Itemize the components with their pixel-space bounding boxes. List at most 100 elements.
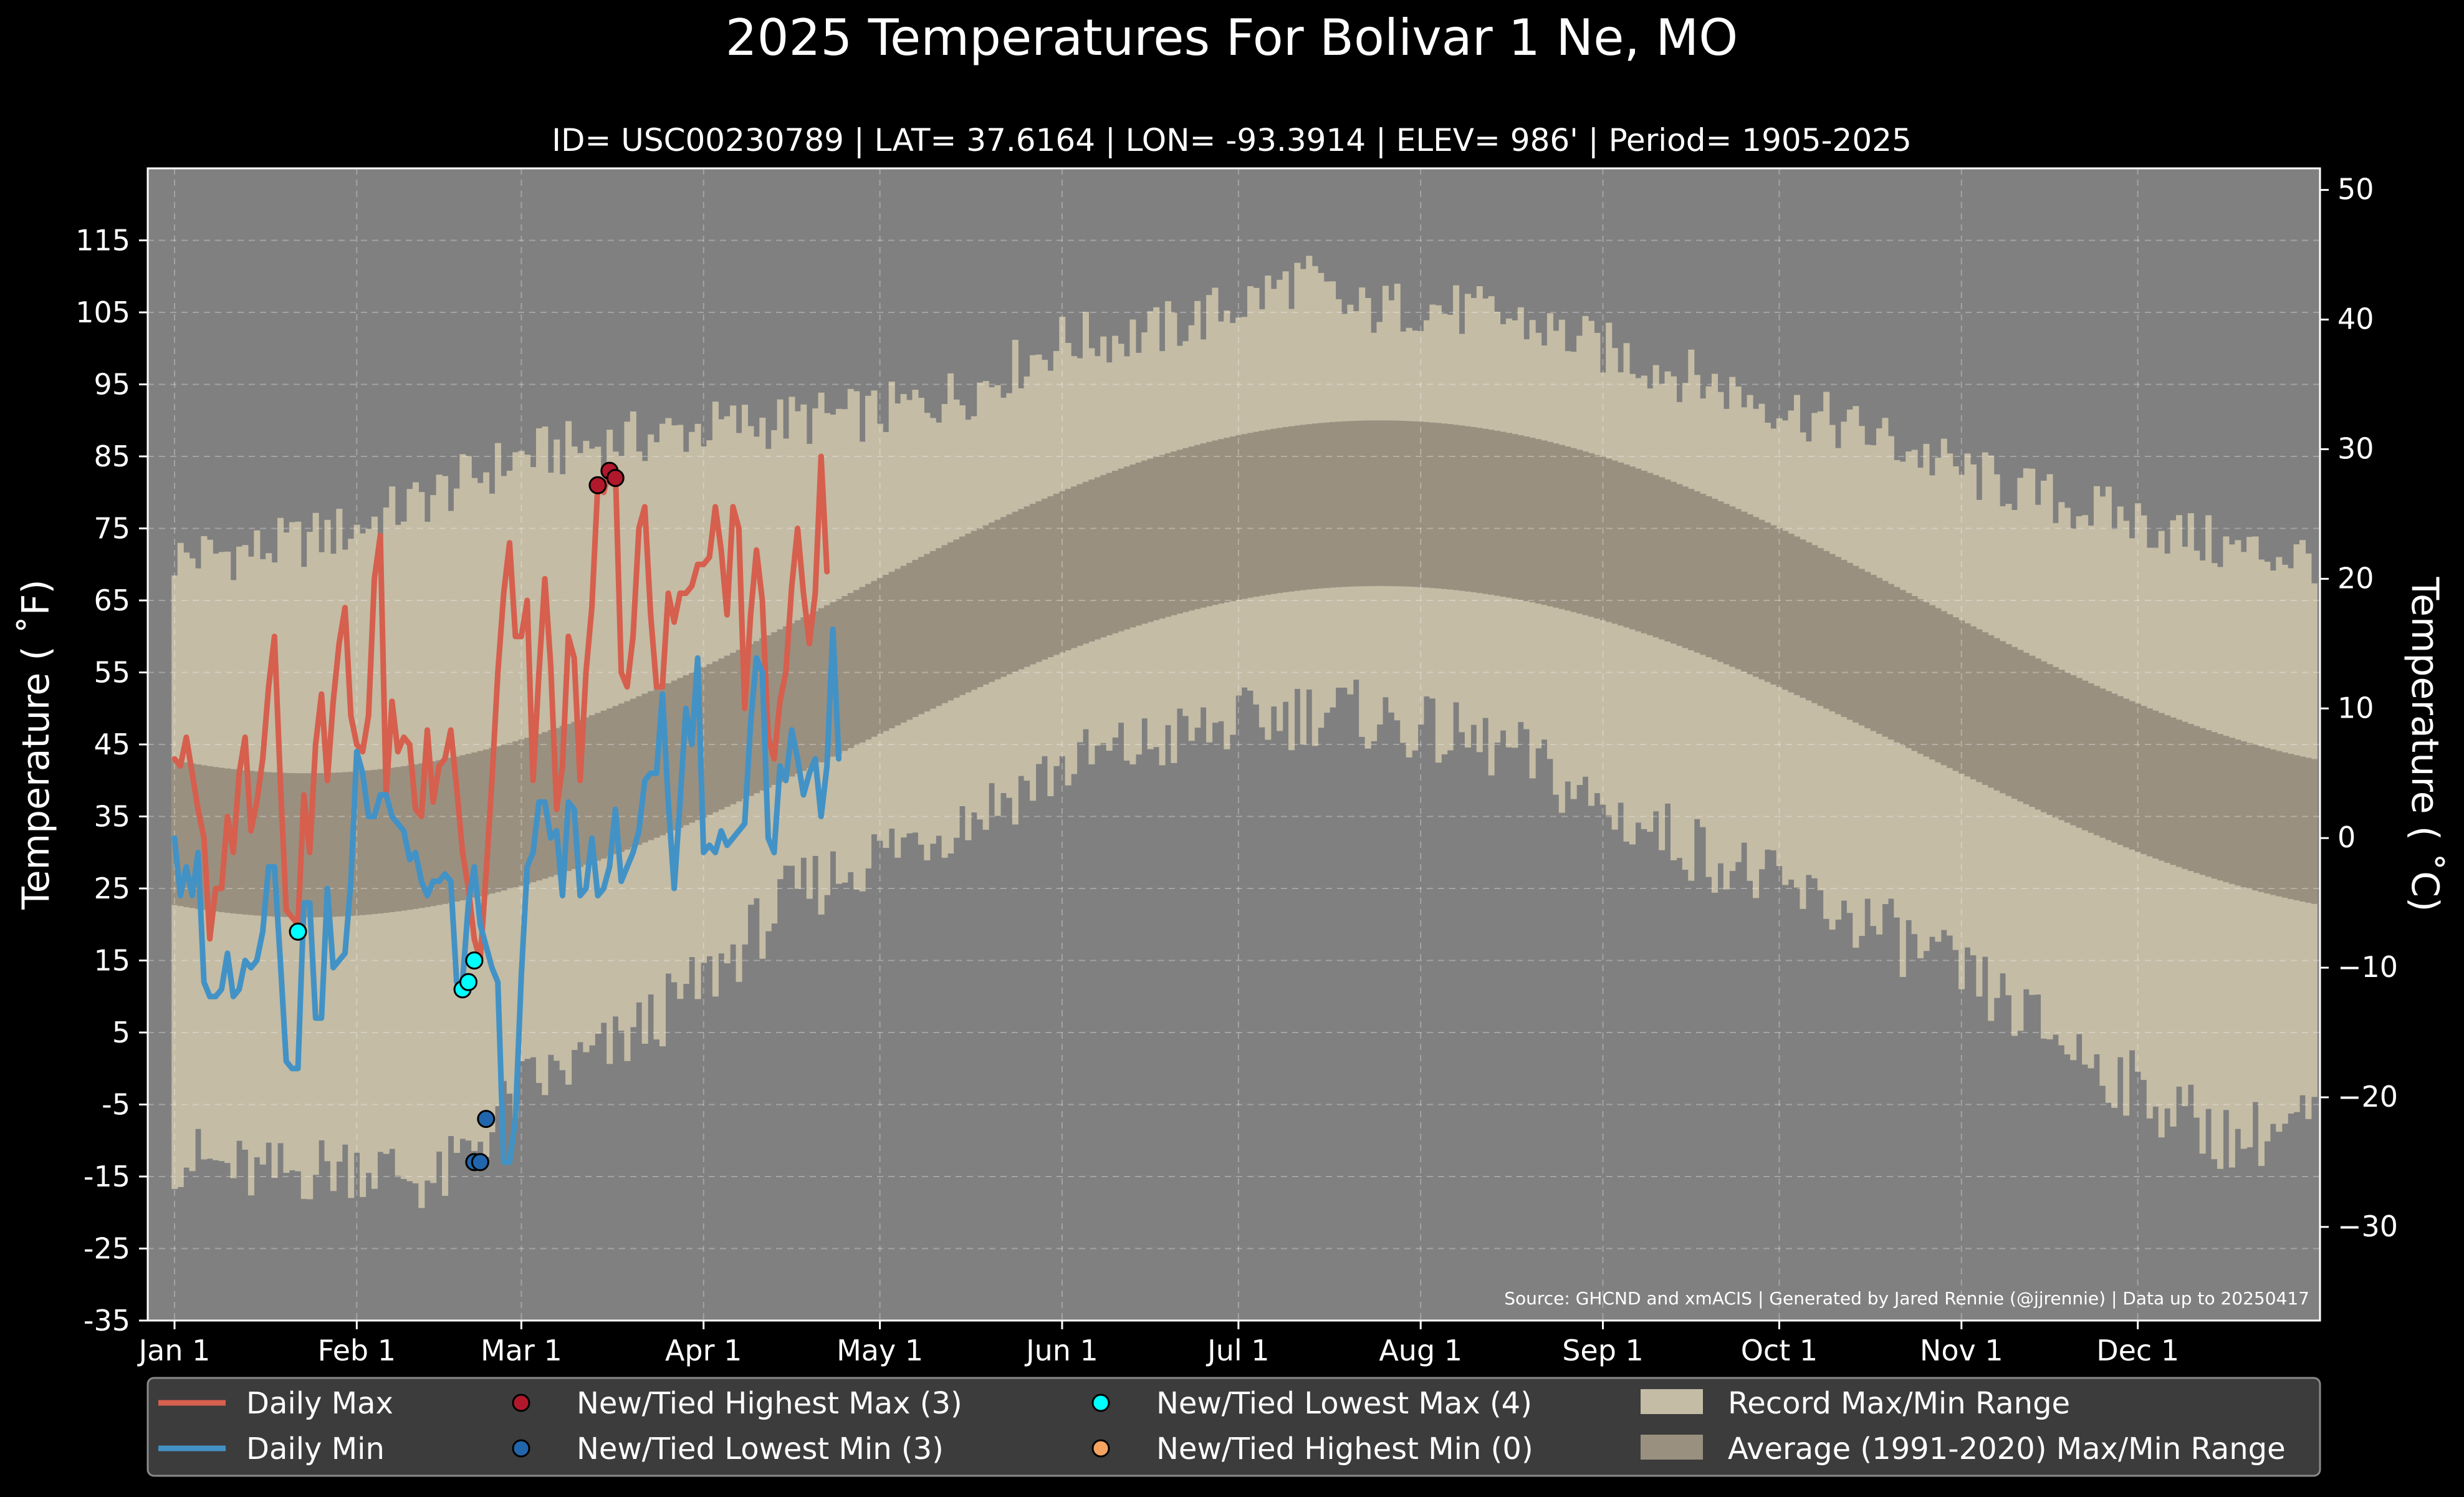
average-range-bar — [1676, 484, 1683, 646]
average-range-bar — [266, 772, 272, 917]
average-range-bar — [2205, 730, 2212, 877]
average-range-bar — [2281, 752, 2288, 898]
average-range-bar — [606, 708, 613, 857]
average-range-bar — [2246, 743, 2253, 889]
average-range-bar — [1829, 554, 1836, 712]
y2-tick-label: 20 — [2337, 561, 2374, 595]
average-range-bar — [2240, 741, 2247, 888]
average-range-bar — [2000, 641, 2006, 794]
average-range-bar — [442, 759, 449, 904]
average-range-bar — [1241, 434, 1248, 599]
average-range-bar — [742, 647, 749, 799]
legend-highest-min-marker — [1091, 1439, 1110, 1458]
average-range-bar — [918, 557, 924, 715]
average-range-bar — [2058, 670, 2065, 821]
x-tick-label: Oct 1 — [1741, 1334, 1818, 1367]
average-range-bar — [1488, 430, 1495, 595]
average-range-bar — [1512, 434, 1518, 599]
average-range-bar — [2170, 717, 2177, 865]
y2-tick-label: 40 — [2337, 302, 2374, 336]
average-range-bar — [689, 672, 696, 823]
x-axis: Jan 1 Feb 1 Mar 1 Apr 1 May 1 Jun 1 Jul 1 Aug 1… — [137, 1321, 2179, 1367]
average-range-bar — [1318, 423, 1325, 589]
y-tick-label: 15 — [93, 944, 130, 978]
average-range-bar — [1940, 611, 1947, 766]
average-range-bar — [2070, 675, 2077, 826]
average-range-bar — [1100, 474, 1107, 638]
average-range-bar — [936, 548, 942, 706]
average-range-bar — [583, 717, 590, 865]
average-range-bar — [2129, 701, 2136, 850]
average-range-bar — [1659, 477, 1666, 640]
average-range-bar — [2029, 655, 2036, 807]
average-range-bar — [1899, 590, 1906, 746]
average-range-bar — [565, 724, 572, 871]
daily-lines — [171, 453, 842, 1165]
average-range-bar — [1993, 638, 2000, 791]
average-range-bar — [641, 693, 648, 843]
average-range-bar — [1476, 428, 1483, 594]
average-range-bar — [1364, 420, 1371, 587]
average-range-bar — [271, 772, 278, 917]
average-range-bar — [1464, 426, 1471, 592]
average-range-bar — [912, 559, 919, 717]
average-range-bar — [812, 611, 819, 766]
average-range-bar — [2217, 734, 2223, 881]
average-range-bar — [1253, 431, 1260, 597]
average-range-bar — [2175, 720, 2182, 867]
y2-tick-label: 0 — [2337, 821, 2356, 854]
average-range-bar — [2123, 698, 2130, 847]
average-range-bar — [1065, 489, 1071, 651]
average-range-bar — [1747, 514, 1753, 675]
average-range-bar — [865, 584, 872, 740]
average-range-bar — [2270, 749, 2276, 895]
average-range-bar — [1735, 509, 1742, 670]
legend-record-range-swatch — [1641, 1389, 1703, 1414]
average-range-bar — [1705, 496, 1712, 658]
average-range-bar — [1811, 545, 1818, 703]
legend-highest-max: New/Tied Highest Max (3) — [577, 1386, 962, 1421]
average-range-bar — [1517, 435, 1524, 600]
y-axis-left: 115 105 95 85 75 65 55 45 35 25 15 5 -5 -15 -25 -35 — [75, 224, 148, 1337]
average-range-bar — [1394, 420, 1401, 587]
average-range-bar — [1023, 506, 1030, 667]
average-range-bar — [1435, 423, 1442, 589]
average-range-bar — [571, 721, 578, 869]
average-range-bar — [383, 768, 390, 913]
average-range-bar — [2252, 744, 2259, 891]
average-range-bar — [1159, 455, 1166, 619]
average-range-bar — [1976, 629, 1983, 782]
average-range-bar — [2211, 732, 2218, 879]
average-range-bar — [1982, 632, 1988, 785]
average-range-bar — [1235, 435, 1242, 600]
y-tick-label: -35 — [84, 1304, 130, 1337]
highest-max-marker — [606, 469, 625, 488]
average-range-bar — [1523, 436, 1530, 602]
average-range-bar — [2046, 664, 2053, 815]
average-range-bar — [824, 605, 831, 760]
average-range-bar — [1076, 484, 1083, 646]
average-range-bar — [395, 767, 401, 912]
average-range-bar — [1923, 602, 1930, 757]
average-range-bar — [1224, 438, 1230, 603]
daily-min-line — [171, 626, 842, 1165]
x-tick-label: Jan 1 — [137, 1334, 211, 1367]
average-range-bar — [360, 771, 367, 915]
legend-daily-max: Daily Max — [246, 1386, 393, 1421]
average-range-bar — [959, 536, 966, 695]
average-range-bar — [1294, 425, 1301, 591]
average-range-bar — [1752, 517, 1760, 677]
average-range-bar — [906, 562, 913, 720]
average-range-bar — [783, 626, 790, 779]
average-range-bar — [424, 762, 431, 907]
average-range-bar — [771, 632, 778, 785]
average-range-bar — [677, 678, 684, 828]
average-range-bar — [2193, 726, 2200, 874]
y2-tick-label: 50 — [2337, 173, 2374, 206]
average-range-bar — [876, 577, 883, 734]
average-range-bar — [2064, 672, 2071, 823]
average-range-bar — [1694, 491, 1700, 653]
average-range-bar — [1164, 453, 1172, 617]
y-tick-label: 85 — [93, 440, 130, 473]
average-range-bar — [254, 771, 261, 916]
